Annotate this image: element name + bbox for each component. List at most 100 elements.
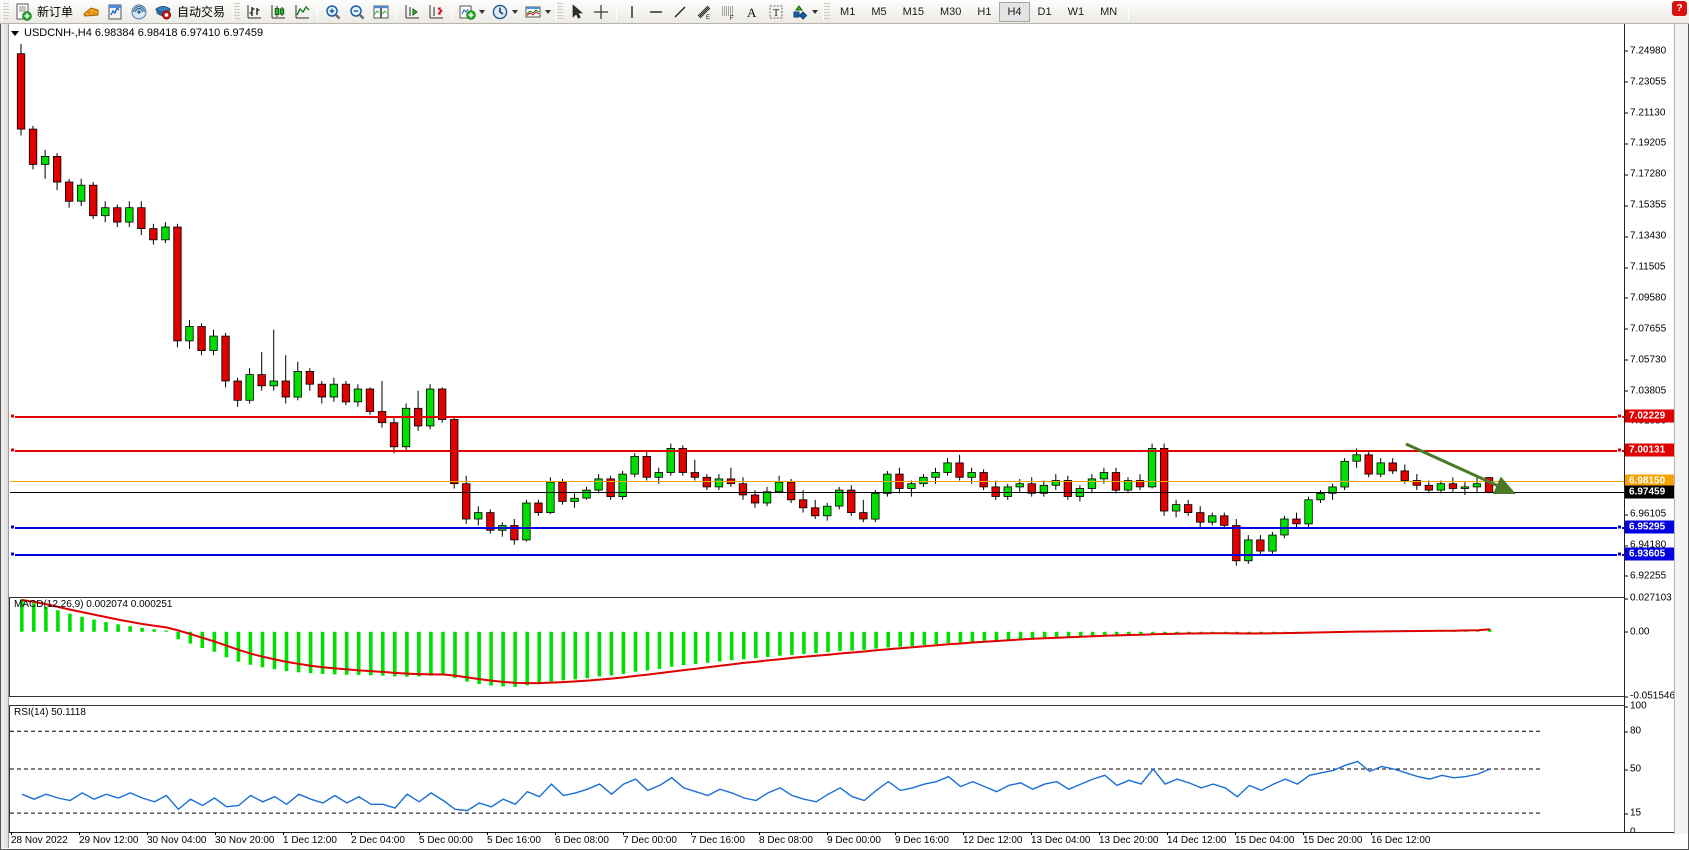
timeframe-button-m5[interactable]: M5: [871, 5, 887, 18]
chevron-down-icon[interactable]: [479, 9, 486, 14]
tile-windows-button[interactable]: [369, 1, 393, 23]
level-anchor-right-6.93605[interactable]: [1617, 551, 1622, 557]
timeframe-button-d1[interactable]: D1: [1037, 5, 1052, 18]
timeframe-button-mn[interactable]: MN: [1100, 5, 1118, 18]
magnifier-minus-icon: [350, 4, 365, 19]
support-level-badge-1[interactable]: 6.95295: [1625, 520, 1685, 534]
timeframe-button-m1[interactable]: M1: [840, 5, 856, 18]
indicators-button[interactable]: [455, 1, 488, 23]
candlestick-chart-button[interactable]: [266, 1, 290, 23]
vertical-line-tool-button[interactable]: [620, 1, 644, 23]
crosshair-tool-button[interactable]: [589, 1, 613, 23]
time-tick-mark-19: [1303, 832, 1304, 835]
objects-list-button[interactable]: [788, 1, 821, 23]
shapes-icon: [793, 4, 808, 20]
time-tick-mark-20: [1371, 832, 1372, 835]
chart-canvas-container[interactable]: USDCNH-,H4 6.98384 6.98418 6.97410 6.974…: [1, 24, 1688, 848]
time-tick-19: 15 Dec 20:00: [1303, 835, 1363, 846]
autotrading-shield-icon: [155, 5, 172, 19]
zoom-out-button[interactable]: [345, 1, 369, 23]
symbol-ohlc-text: USDCNH-,H4 6.98384 6.98418 6.97410 6.974…: [24, 27, 264, 39]
level-anchor-right-6.95295[interactable]: [1617, 524, 1622, 530]
price-tick-7.13430: 7.13430: [1625, 231, 1666, 242]
signals-button[interactable]: [127, 1, 151, 23]
resistance-level-badge-2[interactable]: 7.00131: [1625, 443, 1685, 457]
cursor-tool-button[interactable]: [565, 1, 589, 23]
price-level-line-6.95295[interactable]: [10, 527, 1624, 530]
templates-button[interactable]: [521, 1, 554, 23]
timeframe-button-h1[interactable]: H1: [977, 5, 992, 18]
period-button[interactable]: [488, 1, 521, 23]
chart-shift-button[interactable]: [400, 1, 424, 23]
support-level-badge-2[interactable]: 6.93605: [1625, 547, 1685, 561]
new-order-button[interactable]: 新订单: [11, 1, 79, 23]
time-scale-axis[interactable]: 28 Nov 2022 29 Nov 12:00 30 Nov 04:00 30 No…: [9, 832, 1688, 848]
macd-panel[interactable]: MACD(12,26,9) 0.002074 0.000251: [9, 597, 1624, 697]
price-level-line-7.00131[interactable]: [10, 449, 1624, 452]
time-tick-14: 12 Dec 12:00: [963, 835, 1023, 846]
chevron-down-icon[interactable]: [545, 9, 552, 14]
crosshair-icon: [594, 4, 609, 19]
rsi-panel[interactable]: RSI(14) 50.1118: [9, 705, 1624, 833]
price-level-line-6.97459[interactable]: [10, 492, 1624, 494]
price-level-line-6.93605[interactable]: [10, 554, 1624, 557]
expert-advisors-button[interactable]: [79, 1, 103, 23]
price-level-line-6.98150[interactable]: [10, 481, 1624, 483]
new-order-icon: [16, 3, 32, 21]
timeframe-button-m30[interactable]: M30: [940, 5, 962, 18]
fibonacci-tool-button[interactable]: F: [716, 1, 740, 23]
level-anchor-right-7.02229[interactable]: [1617, 413, 1622, 419]
time-tick-mark-11: [759, 832, 760, 835]
time-tick-mark-18: [1235, 832, 1236, 835]
time-tick-mark-12: [827, 832, 828, 835]
pivot-level-badge[interactable]: 6.98150: [1625, 474, 1685, 488]
trendline-tool-button[interactable]: [668, 1, 692, 23]
bar-chart-button[interactable]: [242, 1, 266, 23]
text-label-tool-button[interactable]: T: [764, 1, 788, 23]
horizontal-line-tool-button[interactable]: [644, 1, 668, 23]
price-level-line-7.02229[interactable]: [10, 415, 1624, 418]
time-tick-mark-6: [419, 832, 420, 835]
horizontal-line-icon: [650, 10, 663, 13]
macd-tick--0.051546: -0.051546: [1625, 691, 1675, 702]
level-anchor-right-7.00131[interactable]: [1617, 447, 1622, 453]
autotrading-button[interactable]: 自动交易: [151, 1, 231, 23]
resistance-level-badge-1[interactable]: 7.02229: [1625, 409, 1685, 423]
text-tool-button[interactable]: A: [740, 1, 764, 23]
time-tick-mark-15: [1031, 832, 1032, 835]
toolbar-grip-2[interactable]: [233, 2, 241, 21]
auto-scroll-button[interactable]: [424, 1, 448, 23]
timeframe-button-h4[interactable]: H4: [999, 1, 1030, 22]
toolbar-grip-3[interactable]: [556, 2, 564, 21]
time-tick-6: 5 Dec 00:00: [419, 835, 473, 846]
timeframe-button-w1[interactable]: W1: [1067, 5, 1085, 18]
level-anchor-7.00131[interactable]: [10, 447, 15, 453]
main-toolbar: 新订单 自动交易: [0, 0, 1689, 24]
chart-shift-icon: [405, 4, 420, 18]
toolbar-grip-1[interactable]: [2, 2, 9, 21]
time-tick-20: 16 Dec 12:00: [1371, 835, 1431, 846]
vertical-scrollbar[interactable]: [1674, 24, 1688, 834]
toolbar-grip-4[interactable]: [823, 2, 831, 21]
line-chart-button[interactable]: [290, 1, 314, 23]
current-price-badge[interactable]: 6.97459: [1625, 485, 1685, 499]
timeframe-button-m15[interactable]: M15: [902, 5, 924, 18]
zoom-in-button[interactable]: [321, 1, 345, 23]
svg-text:E: E: [706, 15, 710, 21]
macd-panel-label: MACD(12,26,9) 0.002074 0.000251: [14, 599, 173, 610]
price-tick-7.03805: 7.03805: [1625, 385, 1666, 396]
level-anchor-6.95295[interactable]: [10, 524, 15, 530]
chevron-down-icon[interactable]: [512, 9, 519, 14]
equidistant-channel-tool-button[interactable]: E: [692, 1, 716, 23]
price-chart-plot[interactable]: [9, 36, 1624, 576]
level-anchor-7.02229[interactable]: [10, 413, 15, 419]
autotrading-label: 自动交易: [177, 5, 226, 19]
level-anchor-6.93605[interactable]: [10, 551, 15, 557]
chart-menu-triangle-icon[interactable]: [11, 30, 19, 36]
time-tick-13: 9 Dec 16:00: [895, 835, 949, 846]
price-tick-7.05730: 7.05730: [1625, 354, 1666, 365]
help-badge[interactable]: ?: [1672, 1, 1687, 16]
chevron-down-icon[interactable]: [812, 9, 819, 14]
time-tick-mark-14: [963, 832, 964, 835]
market-watch-button[interactable]: [103, 1, 127, 23]
